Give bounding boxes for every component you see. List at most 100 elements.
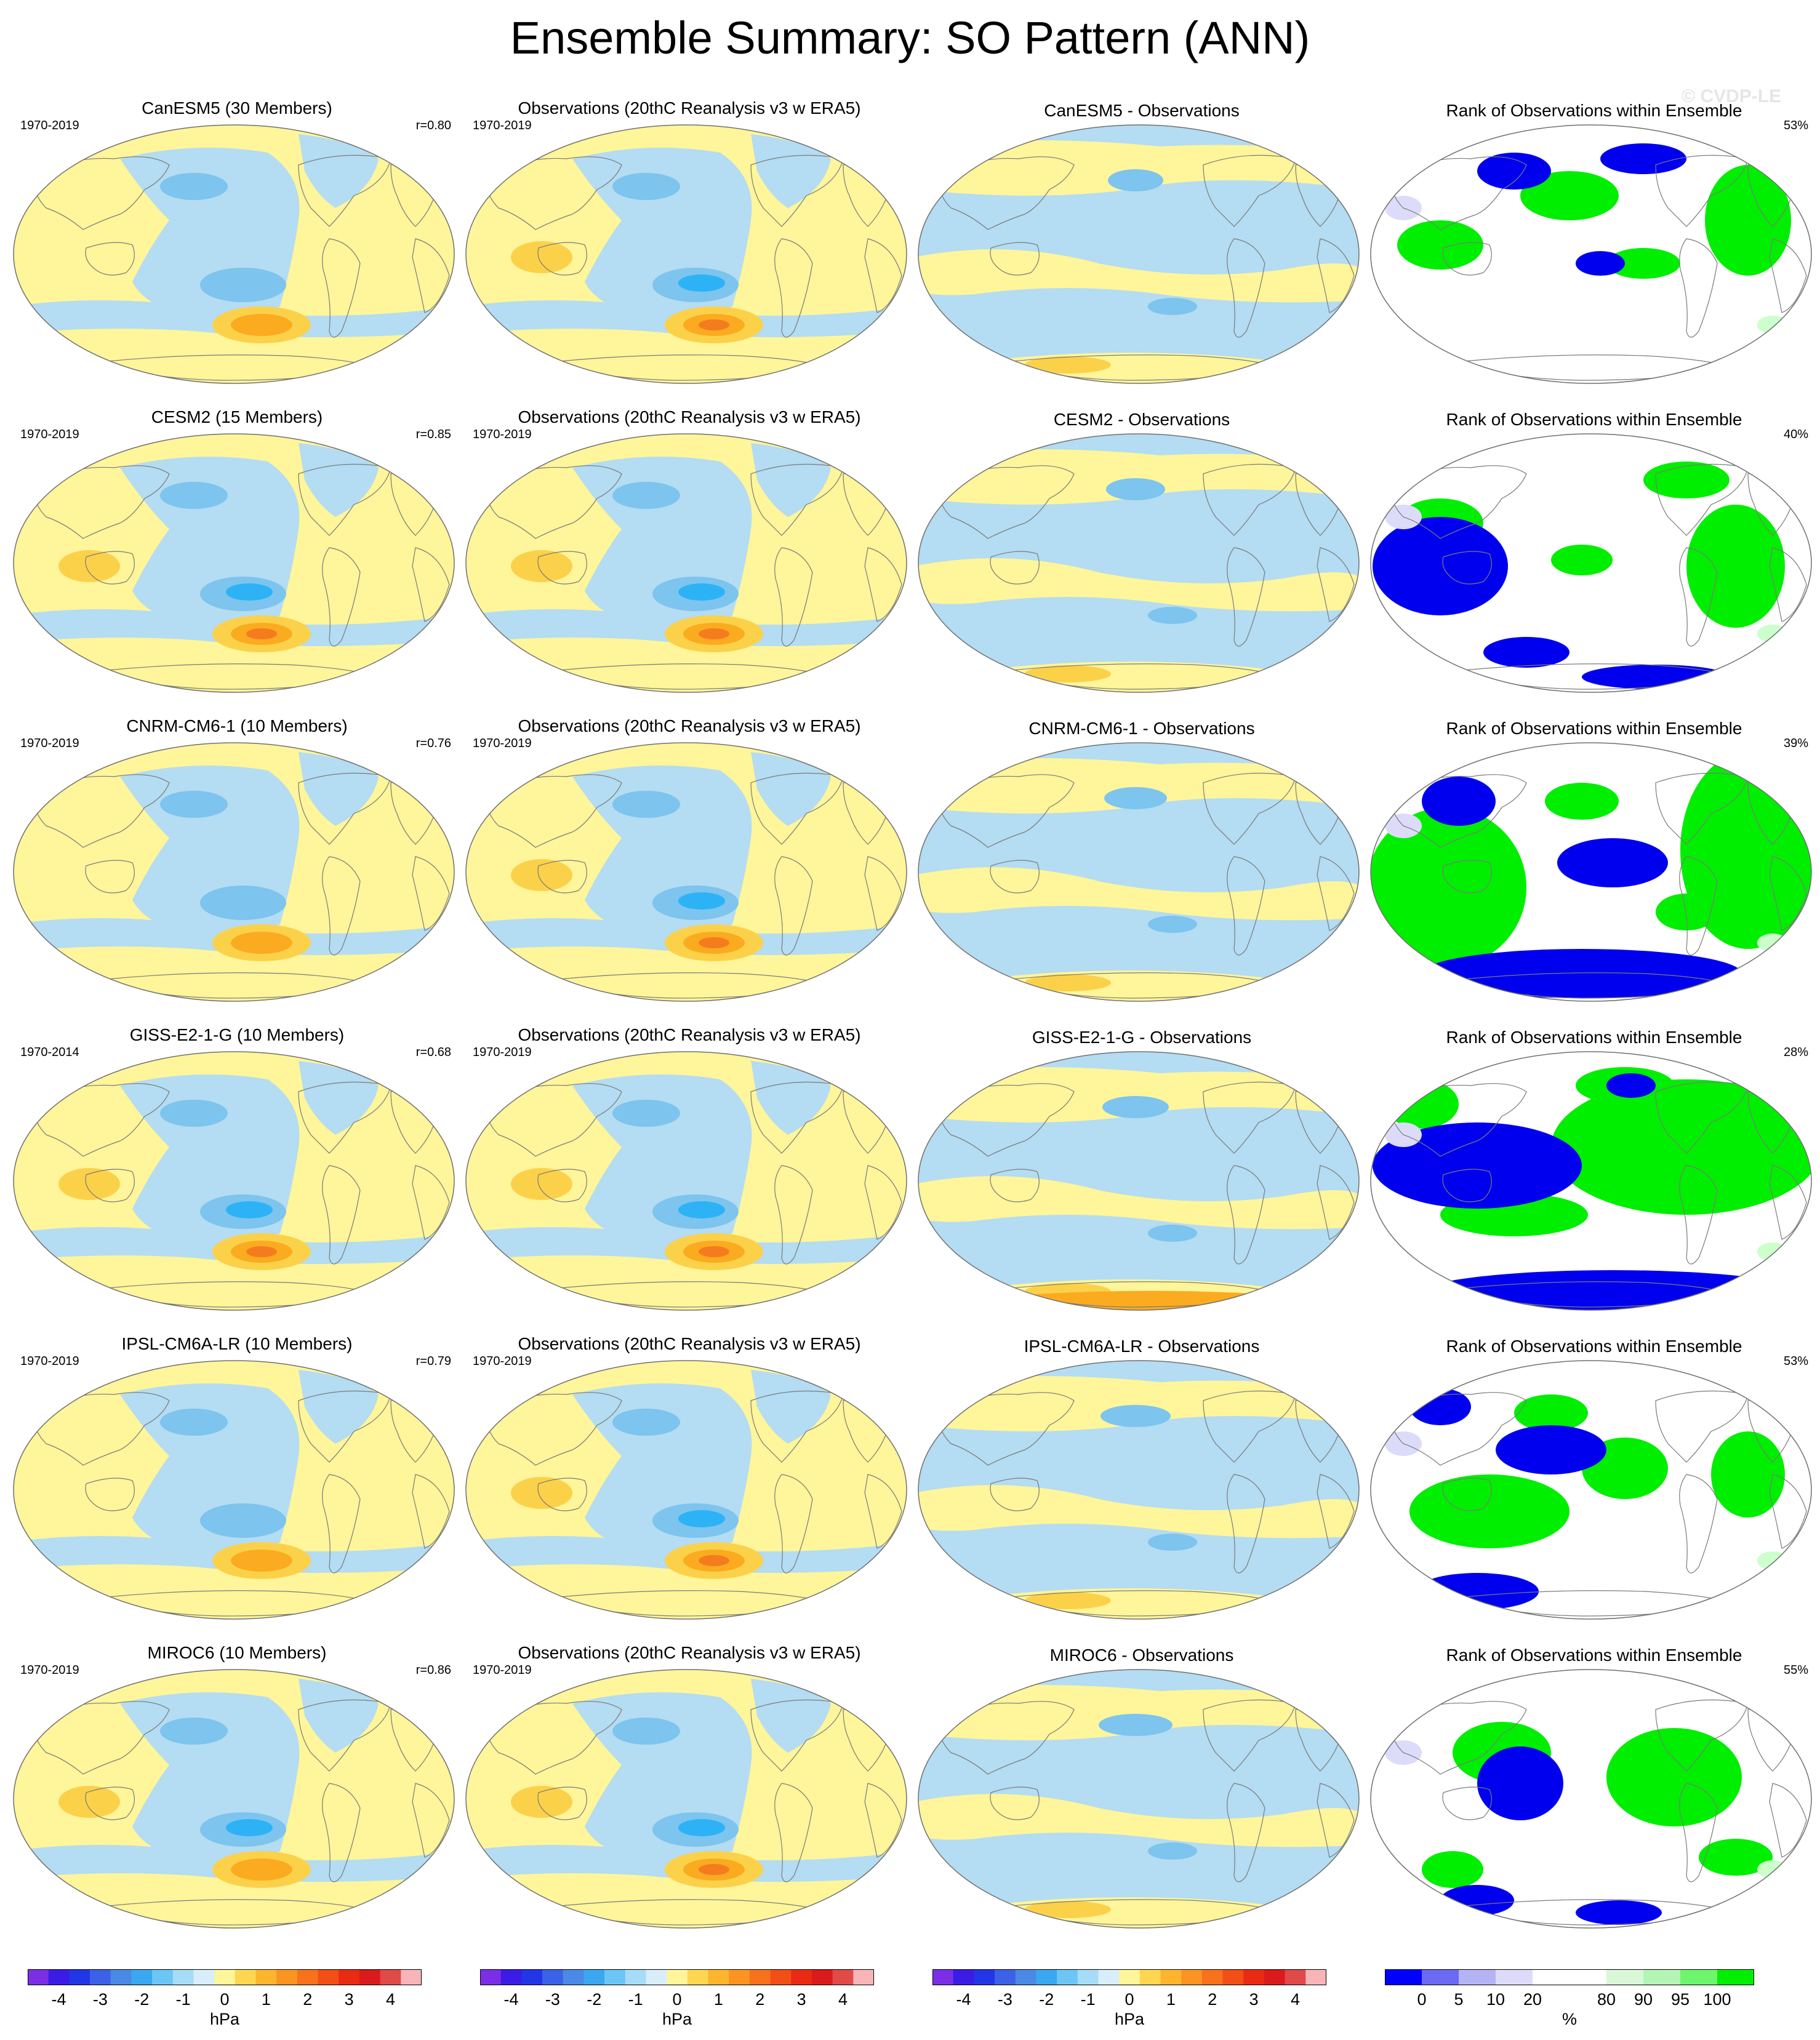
colorbar-swatch [646, 1969, 667, 1985]
colorbar-swatch [1305, 1969, 1326, 1985]
rank-percent: 53% [1783, 119, 1808, 132]
model-panel: CESM2 (15 Members) 1970-2019 r=0.85 [9, 406, 465, 716]
colorbar-tick-label: -4 [503, 1990, 519, 2009]
colorbar-tick-label: 95 [1670, 1990, 1690, 2009]
observations-panel-years: 1970-2019 [473, 1354, 532, 1368]
colorbar-swatch [1569, 1969, 1607, 1985]
difference-panel-title: CanESM5 - Observations [1044, 101, 1240, 120]
observations-panel-years: 1970-2019 [473, 428, 532, 441]
colorbar-tick-label: 4 [838, 1990, 848, 2009]
model-panel: GISS-E2-1-G (10 Members) 1970-2014 r=0.68 [9, 1024, 465, 1334]
model-panel: CanESM5 (30 Members) 1970-2019 r=0.80 [9, 97, 465, 407]
colorbar-swatch [1606, 1969, 1644, 1985]
colorbar-swatch [932, 1969, 954, 1985]
colorbar-swatch [974, 1969, 995, 1985]
rank-panel: Rank of Observations within Ensemble 53% [1366, 97, 1820, 407]
colorbar-swatch [1533, 1969, 1570, 1985]
colorbar-tick-label: -3 [92, 1990, 108, 2009]
observations-panel-years: 1970-2019 [473, 119, 532, 132]
rank-map [1370, 1051, 1812, 1311]
model-panel-years: 1970-2014 [20, 1046, 79, 1059]
colorbar-tick-label: 3 [344, 1990, 354, 2009]
difference-panel: IPSL-CM6A-LR - Observations [914, 1333, 1369, 1642]
colorbar-swatch [687, 1969, 709, 1985]
model-panel-years: 1970-2019 [20, 737, 79, 750]
model-panel-title: CNRM-CM6-1 (10 Members) [126, 716, 348, 735]
difference-panel: CanESM5 - Observations [914, 97, 1369, 407]
colorbar-tick-label: 0 [220, 1990, 230, 2009]
difference-panel-title: GISS-E2-1-G - Observations [1032, 1028, 1252, 1047]
observations-panel: Observations (20thC Reanalysis v3 w ERA5… [462, 715, 917, 1025]
colorbar-swatch [1139, 1969, 1161, 1985]
difference-map [918, 1051, 1360, 1311]
observations-panel-title: Observations (20thC Reanalysis v3 w ERA5… [518, 716, 861, 735]
colorbar-swatch [193, 1969, 215, 1985]
model-pattern-correlation: r=0.76 [415, 737, 451, 750]
panel-row: IPSL-CM6A-LR (10 Members) 1970-2019 r=0.79… [0, 1333, 1820, 1642]
rank-percent: 39% [1783, 737, 1808, 750]
difference-panel-title: IPSL-CM6A-LR - Observations [1024, 1337, 1260, 1356]
colorbar-swatch [1077, 1969, 1099, 1985]
colorbar-swatch [1160, 1969, 1182, 1985]
colorbar-swatch [1098, 1969, 1120, 1985]
colorbar-swatch [1036, 1969, 1057, 1985]
colorbar-swatch [791, 1969, 812, 1985]
colorbar-swatch [339, 1969, 360, 1985]
model-panel-years: 1970-2019 [20, 1663, 79, 1677]
colorbar-tick-label: -2 [134, 1990, 150, 2009]
colorbar-swatch [48, 1969, 70, 1985]
colorbar-swatches [932, 1969, 1326, 1985]
colorbar-tick-label: 4 [385, 1990, 395, 2009]
colorbar-tick-label: 10 [1486, 1990, 1505, 2009]
rank-percent: 55% [1783, 1663, 1808, 1677]
rank-percent: 53% [1783, 1354, 1808, 1368]
difference-map [918, 433, 1360, 693]
colorbar-swatch [1422, 1969, 1459, 1985]
colorbar-swatch [110, 1969, 132, 1985]
difference-panel-title: CNRM-CM6-1 - Observations [1028, 719, 1255, 738]
rank-map [1370, 1360, 1812, 1620]
model-panel: MIROC6 (10 Members) 1970-2019 r=0.86 [9, 1642, 465, 1951]
observations-panel-years: 1970-2019 [473, 1663, 532, 1677]
colorbar-swatch [255, 1969, 277, 1985]
colorbar-model: -4 -3 -2 -1 0 1 2 3 4 hPa [28, 1969, 422, 2031]
colorbar-swatch [563, 1969, 584, 1985]
difference-panel: MIROC6 - Observations [914, 1642, 1369, 1951]
colorbar-swatch [583, 1969, 605, 1985]
colorbar-tick-label: -1 [1080, 1990, 1096, 2009]
model-panel-title: GISS-E2-1-G (10 Members) [129, 1025, 345, 1044]
colorbar-swatch [380, 1969, 401, 1985]
observations-panel: Observations (20thC Reanalysis v3 w ERA5… [462, 406, 917, 716]
colorbar-swatch [708, 1969, 729, 1985]
colorbar-swatch [214, 1969, 236, 1985]
colorbar-swatch [1015, 1969, 1036, 1985]
rank-map [1370, 742, 1812, 1002]
colorbar-swatch [853, 1969, 874, 1985]
colorbar-tick-label: -4 [956, 1990, 971, 2009]
colorbar-tick-label: 80 [1597, 1990, 1616, 2009]
colorbar-tick-label: 100 [1703, 1990, 1731, 2009]
colorbar-tick-label: 20 [1523, 1990, 1542, 2009]
colorbar-tick-label: 1 [1166, 1990, 1176, 2009]
difference-map [918, 1360, 1360, 1620]
colorbar-unit: hPa [209, 2010, 240, 2028]
colorbar-swatch [1201, 1969, 1224, 1985]
rank-panel: Rank of Observations within Ensemble 40% [1366, 406, 1820, 716]
rank-map [1370, 433, 1812, 693]
model-panel-years: 1970-2019 [20, 428, 79, 441]
colorbar-swatch [604, 1969, 626, 1985]
colorbar-swatch [28, 1969, 49, 1985]
colorbar-tick-label: 5 [1454, 1990, 1464, 2009]
rank-panel-title: Rank of Observations within Ensemble [1446, 719, 1742, 738]
colorbar-swatch [1680, 1969, 1718, 1985]
difference-map [918, 124, 1360, 384]
colorbar-swatch [1057, 1969, 1078, 1985]
colorbar-swatch [297, 1969, 319, 1985]
colorbar-swatch [1119, 1969, 1141, 1985]
colorbar-swatch [131, 1969, 153, 1985]
colorbar-swatch [542, 1969, 564, 1985]
colorbar-tick-label: -3 [545, 1990, 560, 2009]
model-map [13, 433, 455, 693]
rank-map [1370, 124, 1812, 384]
model-panel: IPSL-CM6A-LR (10 Members) 1970-2019 r=0.79 [9, 1333, 465, 1642]
